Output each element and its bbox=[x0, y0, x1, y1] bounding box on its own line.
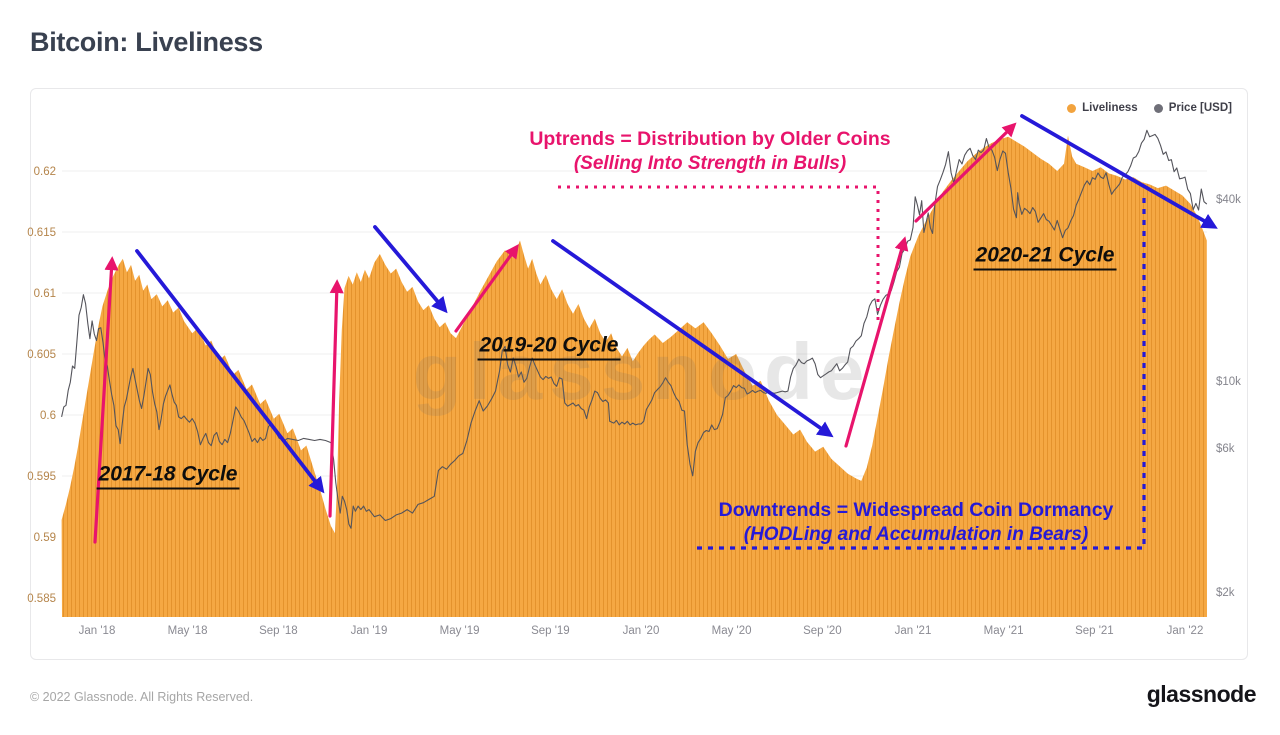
legend-item-price[interactable]: Price [USD] bbox=[1153, 102, 1232, 114]
axis-labels: 0.585 0.59 0.595 0.6 0.605 0.61 0.615 0.62 $2k $6… bbox=[27, 166, 1241, 637]
y-right-tick-label: $6k bbox=[1216, 443, 1235, 455]
y-left-tick-label: 0.585 bbox=[27, 593, 56, 605]
cycle-label-2020-21: 2020-21 Cycle bbox=[973, 244, 1117, 271]
uptrend-arrow-2020 bbox=[844, 236, 909, 448]
downtrend-arrow-2020 bbox=[551, 239, 834, 438]
x-tick-label: Jan '22 bbox=[1167, 625, 1204, 637]
price-dot-icon bbox=[1153, 103, 1163, 113]
y-left-tick-label: 0.62 bbox=[34, 166, 56, 178]
y-left-tick-label: 0.6 bbox=[40, 410, 56, 422]
y-left-tick-label: 0.615 bbox=[27, 227, 56, 239]
y-left-tick-label: 0.595 bbox=[27, 471, 56, 483]
x-tick-label: Sep '20 bbox=[803, 625, 842, 637]
downtrend-arrows bbox=[135, 114, 1218, 494]
uptrend-dashed-bracket bbox=[558, 185, 880, 322]
watermark-text: glassnode bbox=[413, 327, 872, 416]
legend-item-liveliness[interactable]: Liveliness bbox=[1067, 102, 1138, 114]
glassnode-logo: glassnode bbox=[1146, 681, 1257, 707]
copyright-text: © 2022 Glassnode. All Rights Reserved. bbox=[30, 690, 254, 704]
liveliness-dot-icon bbox=[1067, 103, 1077, 113]
uptrend-annotation: Uptrends = Distribution by Older Coins (… bbox=[529, 128, 890, 175]
x-tick-label: Sep '19 bbox=[531, 625, 570, 637]
chart-legend: Liveliness Price [USD] bbox=[1067, 102, 1232, 114]
x-tick-label: May '21 bbox=[984, 625, 1024, 637]
y-left-tick-label: 0.605 bbox=[27, 349, 56, 361]
y-left-tick-label: 0.61 bbox=[34, 288, 56, 300]
watermark: glassnode bbox=[413, 327, 872, 416]
uptrend-annotation-line1: Uptrends = Distribution by Older Coins bbox=[529, 128, 891, 150]
uptrend-arrow-2018-spike bbox=[328, 279, 344, 518]
price-line bbox=[61, 129, 1208, 529]
uptrend-arrow-2018 bbox=[93, 256, 119, 544]
uptrend-arrow-2019 bbox=[454, 244, 519, 333]
y-right-tick-label: $2k bbox=[1216, 587, 1235, 599]
x-tick-label: Sep '18 bbox=[259, 625, 298, 637]
x-tick-label: Jan '21 bbox=[895, 625, 932, 637]
liveliness-area bbox=[61, 135, 1208, 617]
y-right-tick-label: $10k bbox=[1216, 376, 1241, 388]
downtrend-annotation-line1: Downtrends = Widespread Coin Dormancy bbox=[718, 499, 1114, 521]
cycle-label-2017-18: 2017-18 Cycle bbox=[96, 463, 240, 490]
x-tick-label: Sep '21 bbox=[1075, 625, 1114, 637]
legend-label-price: Price [USD] bbox=[1168, 102, 1232, 114]
downtrend-arrow-2019 bbox=[373, 225, 448, 314]
downtrend-dashed-bracket bbox=[697, 193, 1146, 550]
x-tick-label: May '20 bbox=[712, 625, 752, 637]
uptrend-arrow-2021 bbox=[914, 122, 1017, 223]
page-title: Bitcoin: Liveliness bbox=[30, 27, 263, 57]
chart-series bbox=[61, 129, 1208, 617]
legend-label-liveliness: Liveliness bbox=[1082, 102, 1138, 114]
x-tick-label: May '19 bbox=[440, 625, 480, 637]
x-tick-label: May '18 bbox=[168, 625, 208, 637]
downtrend-annotation: Downtrends = Widespread Coin Dormancy (H… bbox=[719, 499, 1114, 546]
cycle-label-2019-20: 2019-20 Cycle bbox=[477, 334, 621, 361]
uptrend-annotation-line2: (Selling Into Strength in Bulls) bbox=[573, 152, 847, 174]
downtrend-arrow-2018 bbox=[135, 249, 325, 494]
x-tick-label: Jan '18 bbox=[79, 625, 116, 637]
y-left-tick-label: 0.59 bbox=[34, 532, 56, 544]
uptrend-arrows bbox=[93, 122, 1017, 544]
x-tick-label: Jan '19 bbox=[351, 625, 388, 637]
x-tick-label: Jan '20 bbox=[623, 625, 660, 637]
downtrend-arrow-2021 bbox=[1020, 114, 1218, 229]
y-right-tick-label: $40k bbox=[1216, 194, 1241, 206]
downtrend-annotation-line2: (HODLing and Accumulation in Bears) bbox=[743, 523, 1089, 545]
